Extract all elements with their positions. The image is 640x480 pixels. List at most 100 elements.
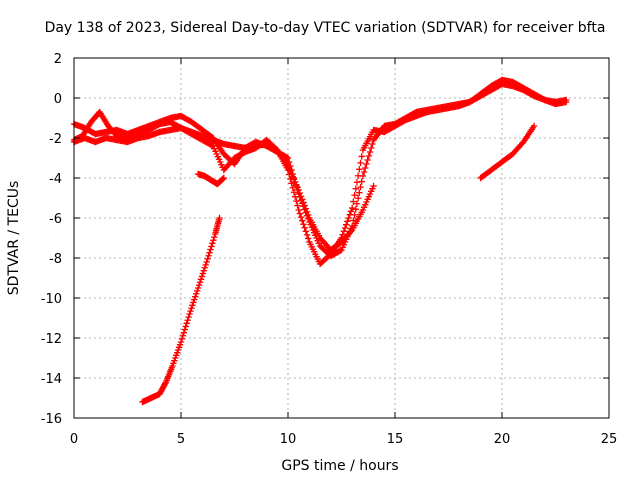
- data-point: [344, 218, 351, 225]
- y-tick-label: 2: [54, 52, 62, 67]
- data-point: [162, 380, 169, 387]
- data-point: [205, 252, 212, 259]
- x-tick-label: 15: [387, 432, 404, 447]
- data-point: [364, 156, 371, 164]
- data-point: [294, 202, 301, 209]
- x-tick-label: 10: [280, 432, 297, 447]
- data-point: [346, 211, 354, 218]
- data-point: [300, 221, 307, 228]
- y-tick-label: -10: [41, 292, 62, 307]
- data-point: [337, 247, 344, 254]
- data-point: [186, 310, 193, 318]
- series-track-e: [139, 214, 223, 406]
- data-point: [345, 214, 352, 222]
- data-point: [216, 214, 223, 222]
- data-point: [209, 240, 216, 247]
- x-tick-label: 5: [177, 432, 185, 447]
- data-point: [207, 246, 214, 253]
- x-tick-label: 0: [70, 432, 78, 447]
- data-point: [200, 267, 208, 274]
- data-point: [201, 264, 208, 271]
- x-axis-label: GPS time / hours: [281, 458, 398, 474]
- y-tick-label: -6: [49, 212, 62, 227]
- data-point: [296, 210, 304, 217]
- data-point: [339, 231, 346, 238]
- data-point: [190, 299, 197, 306]
- y-axis-label: SDTVAR / TECUs: [6, 181, 22, 296]
- data-point: [199, 270, 207, 277]
- data-point: [202, 261, 209, 269]
- data-point: [343, 221, 350, 228]
- data-point: [208, 243, 215, 250]
- data-point: [530, 122, 538, 130]
- data-point: [288, 180, 295, 187]
- data-point: [360, 168, 368, 176]
- data-point: [297, 193, 305, 200]
- data-point: [340, 228, 348, 235]
- chart-title: Day 138 of 2023, Sidereal Day-to-day VTE…: [45, 20, 606, 36]
- data-point: [208, 142, 216, 149]
- data-point: [295, 206, 302, 214]
- data-point: [187, 307, 194, 315]
- data-point: [220, 174, 227, 182]
- data-point: [302, 228, 310, 235]
- data-point: [351, 191, 358, 199]
- data-point: [184, 317, 191, 324]
- data-point: [356, 166, 363, 173]
- data-point: [563, 98, 570, 106]
- data-point: [206, 249, 213, 256]
- data-point: [370, 182, 377, 190]
- data-point: [193, 287, 201, 295]
- data-point: [358, 153, 365, 160]
- data-point: [284, 154, 292, 162]
- data-point: [195, 281, 203, 289]
- data-point: [357, 183, 364, 191]
- data-point: [354, 172, 362, 179]
- data-point: [363, 160, 370, 168]
- data-point: [189, 302, 196, 309]
- data-point: [305, 211, 312, 219]
- data-point: [350, 198, 357, 205]
- data-point: [358, 178, 365, 185]
- data-point: [353, 200, 361, 207]
- data-point: [180, 329, 188, 336]
- data-point: [369, 140, 376, 148]
- data-point: [296, 189, 304, 197]
- data-point: [349, 204, 356, 212]
- y-tick-label: -4: [49, 172, 62, 187]
- data-point: [347, 208, 355, 215]
- data-point: [191, 296, 198, 303]
- data-point: [291, 193, 299, 200]
- data-point: [196, 279, 204, 286]
- y-tick-label: -12: [41, 332, 62, 347]
- grid: [74, 58, 609, 418]
- data-point: [185, 313, 192, 321]
- data-point: [219, 175, 227, 182]
- axis-ticks: 0 5 10 15 20 25 -16 -14 -12 -10 -8 -6 -4 -2 0 2: [41, 52, 618, 447]
- data-point: [193, 290, 200, 297]
- data-point: [366, 148, 374, 156]
- data-point: [303, 231, 311, 239]
- data-point: [197, 276, 205, 283]
- data-point: [290, 189, 298, 196]
- y-tick-label: -2: [49, 132, 62, 147]
- data-point: [211, 233, 218, 241]
- data-point: [188, 305, 195, 312]
- data-point: [347, 228, 355, 235]
- data-point: [301, 202, 308, 209]
- data-point: [297, 213, 305, 221]
- data-point: [357, 159, 364, 167]
- data-point: [181, 326, 189, 333]
- data-point: [299, 196, 306, 203]
- series-track-d: [477, 122, 538, 182]
- y-tick-label: -14: [41, 372, 62, 387]
- data-point: [177, 338, 185, 346]
- data-point: [353, 179, 361, 186]
- data-point: [219, 176, 226, 183]
- data-point: [192, 293, 199, 300]
- data-point: [365, 152, 373, 160]
- data-point: [301, 224, 308, 231]
- data-point: [293, 197, 300, 205]
- x-tick-label: 25: [601, 432, 618, 447]
